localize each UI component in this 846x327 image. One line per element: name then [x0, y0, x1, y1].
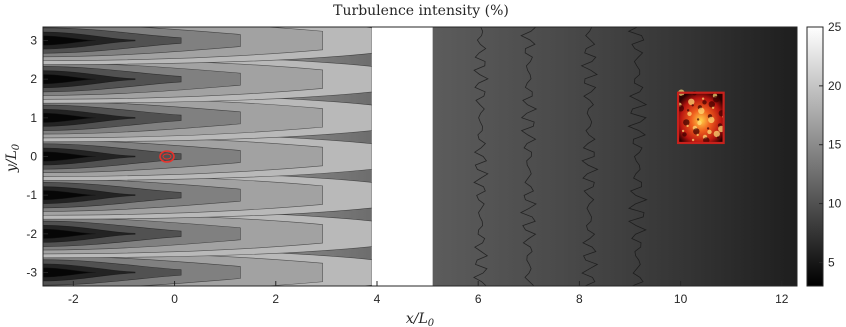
jet-plume	[43, 54, 373, 104]
y-tick-label: -2	[26, 227, 37, 241]
ellipse-marker-inner	[162, 153, 172, 160]
far-field-contours	[473, 27, 648, 286]
jet-plume	[43, 27, 373, 65]
colorbar-tick-label: 10	[828, 197, 842, 211]
y-tick-label: -1	[26, 188, 37, 202]
colorbar-tick-label: 25	[828, 20, 842, 34]
y-tick-label: 1	[30, 111, 37, 125]
x-tick-label: 6	[475, 292, 482, 306]
x-tick-label: 2	[272, 292, 279, 306]
y-tick-label: 0	[30, 150, 37, 164]
x-tick-label: 10	[674, 292, 688, 306]
y-tick-label: 2	[30, 72, 37, 86]
colorbar-tick-label: 15	[828, 138, 842, 152]
colorbar	[806, 26, 824, 287]
ellipse-marker	[159, 150, 175, 163]
x-axis-ticks: -2 0 2 4 6 8 10 12	[68, 281, 789, 306]
x-tick-label: 8	[576, 292, 583, 306]
jet-plume	[43, 248, 373, 286]
colorbar-tick-label: 5	[828, 255, 835, 269]
x-tick-label: -2	[68, 292, 79, 306]
y-tick-label: -3	[26, 265, 37, 279]
jet-plumes	[43, 27, 373, 286]
x-tick-label: 0	[171, 292, 178, 306]
far-field-region	[432, 27, 797, 286]
jet-plume	[43, 209, 373, 259]
zoom-inset	[676, 89, 725, 145]
jet-plume	[43, 170, 373, 220]
y-axis-label: y/L0	[4, 143, 22, 173]
plot-area	[43, 27, 797, 286]
x-axis-label: x/L0	[406, 311, 435, 327]
x-tick-label: 12	[775, 292, 789, 306]
y-axis-ticks: -3 -2 -1 0 1 2 3	[26, 34, 48, 279]
jet-plume	[43, 132, 373, 181]
gap-region	[371, 27, 433, 286]
markers	[159, 89, 725, 163]
colorbar-tick-label: 20	[828, 79, 842, 93]
x-tick-label: 4	[374, 292, 381, 306]
jet-plume	[43, 93, 373, 143]
chart-title: Turbulence intensity (%)	[333, 3, 509, 19]
rectangle-marker	[676, 91, 725, 145]
y-tick-label: 3	[30, 34, 37, 48]
colorbar-ticks: 5 10 15 20 25	[819, 20, 842, 269]
